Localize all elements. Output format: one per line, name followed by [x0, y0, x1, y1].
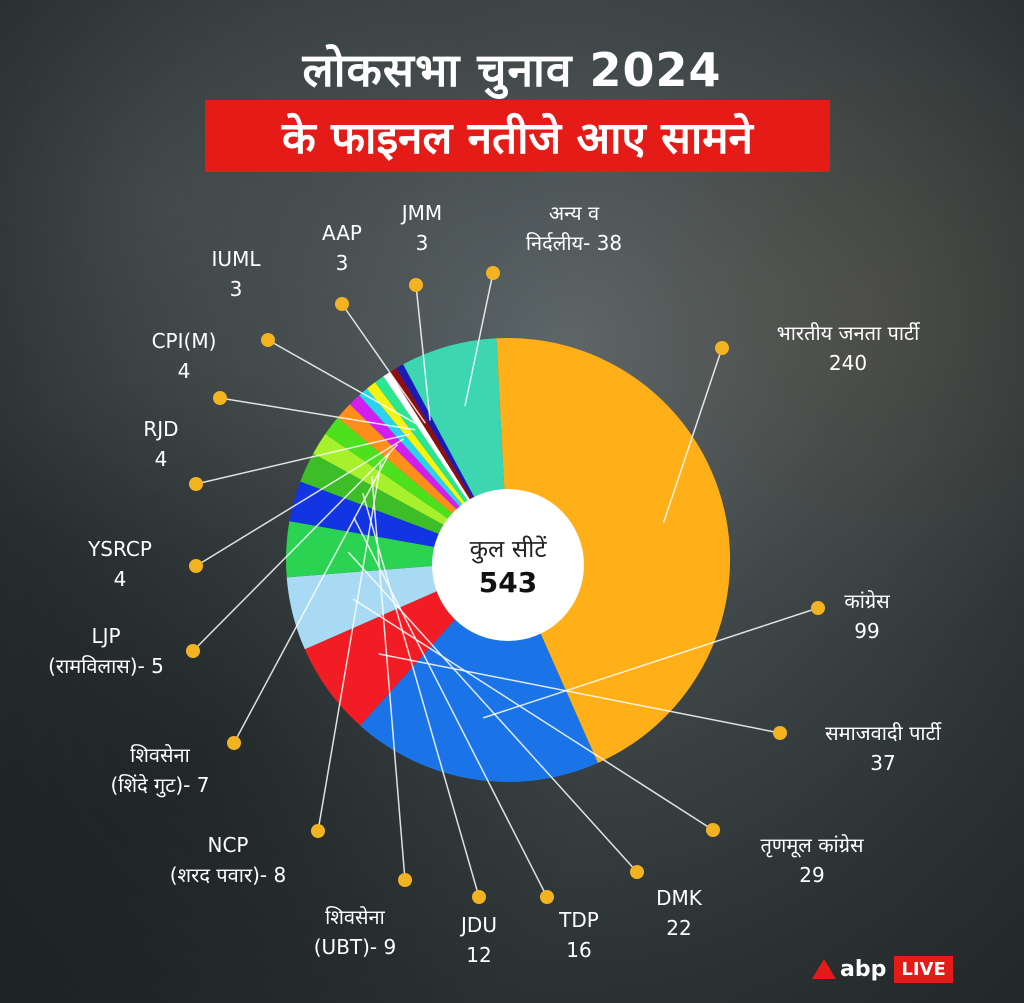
slice-label: (शिंदे गुट)- 7 — [110, 773, 209, 798]
center-label: कुल सीटें — [470, 535, 548, 564]
leader-dot — [773, 726, 787, 740]
slice-label: 4 — [155, 447, 168, 471]
leader-line — [195, 438, 404, 567]
slice-label: 16 — [566, 938, 591, 962]
leader-line — [317, 463, 382, 832]
leader-dot — [472, 890, 486, 904]
leader-line — [482, 607, 819, 719]
leader-dot — [630, 865, 644, 879]
slice-label: 29 — [799, 863, 824, 887]
leader-line — [267, 339, 421, 427]
slice-label: JMM — [400, 201, 442, 225]
slice-label: IUML — [212, 247, 262, 271]
leader-dot — [706, 823, 720, 837]
leader-dot — [189, 477, 203, 491]
leader-line — [464, 272, 494, 407]
slice-label: समाजवादी पार्टी — [825, 721, 942, 745]
leader-dot — [398, 873, 412, 887]
logo-text: abp — [840, 956, 887, 982]
slice-label: (शरद पवार)- 8 — [170, 863, 287, 887]
leader-line — [371, 476, 406, 881]
leader-line — [347, 551, 638, 873]
abp-logo-icon — [812, 959, 836, 979]
slice-labels: भारतीय जनता पार्टी 240 कांग्रेस 99 समाजवादी … — [48, 201, 942, 967]
leader-line — [353, 517, 548, 898]
title-banner: के फाइनल नतीजे आए सामने — [205, 100, 830, 172]
slice-label: CPI(M) — [152, 329, 217, 353]
slice-label: 3 — [416, 231, 429, 255]
slice-label: 12 — [466, 943, 491, 967]
leader-dot — [189, 559, 203, 573]
leader-dot — [311, 824, 325, 838]
slice-label: तृणमूल कांग्रेस — [760, 833, 864, 858]
leader-line — [341, 303, 426, 424]
slice-label: LJP — [91, 624, 120, 648]
page-title: लोकसभा चुनाव 2024 — [302, 43, 722, 97]
slice-label: RJD — [143, 417, 178, 441]
leader-dot — [213, 391, 227, 405]
slice-label: 3 — [230, 277, 243, 301]
slice-label: अन्य व — [549, 201, 600, 225]
leader-dot — [261, 333, 275, 347]
leader-line — [195, 433, 410, 485]
leader-dot — [811, 601, 825, 615]
center-value: 543 — [479, 566, 537, 599]
slice-label: शिवसेना — [130, 743, 191, 767]
slice-label: (रामविलास)- 5 — [48, 654, 164, 678]
leader-dot — [486, 266, 500, 280]
leader-line — [192, 444, 398, 652]
slice-label: NCP — [208, 833, 249, 857]
abp-live-logo: abp LIVE — [812, 952, 953, 986]
slice-label: 3 — [336, 251, 349, 275]
leader-line — [362, 493, 480, 898]
page-subtitle: के फाइनल नतीजे आए सामने — [282, 113, 753, 164]
leader-dot — [227, 736, 241, 750]
leader-dot — [715, 341, 729, 355]
slice-label: (UBT)- 9 — [314, 935, 396, 959]
leader-dot — [540, 890, 554, 904]
leader-line — [219, 397, 416, 431]
slice-label: निर्दलीय- 38 — [526, 231, 622, 255]
leader-line — [378, 653, 781, 734]
label-leaders — [186, 266, 825, 904]
center-hole — [432, 489, 584, 641]
leader-line — [662, 347, 723, 524]
live-badge: LIVE — [894, 955, 953, 983]
slice-label: कांग्रेस — [844, 589, 890, 613]
leader-line — [415, 284, 431, 421]
slice-label: 22 — [666, 916, 691, 940]
slice-label: भारतीय जनता पार्टी — [777, 321, 920, 345]
leader-line — [352, 598, 714, 831]
slice-label: 99 — [854, 619, 879, 643]
leader-dot — [335, 297, 349, 311]
slice-label: 4 — [114, 567, 127, 591]
slice-label: DMK — [656, 886, 703, 910]
slice-label: AAP — [322, 221, 362, 245]
leader-dot — [409, 278, 423, 292]
leader-dot — [186, 644, 200, 658]
slice-label: YSRCP — [87, 537, 152, 561]
slice-label: शिवसेना — [325, 905, 386, 929]
pie-slice — [360, 560, 598, 782]
slice-label: TDP — [558, 908, 599, 932]
slice-label: 4 — [178, 359, 191, 383]
slice-label: JDU — [459, 913, 497, 937]
slice-label: 240 — [829, 351, 867, 375]
slice-label: 37 — [870, 751, 895, 775]
leader-line — [233, 452, 391, 744]
